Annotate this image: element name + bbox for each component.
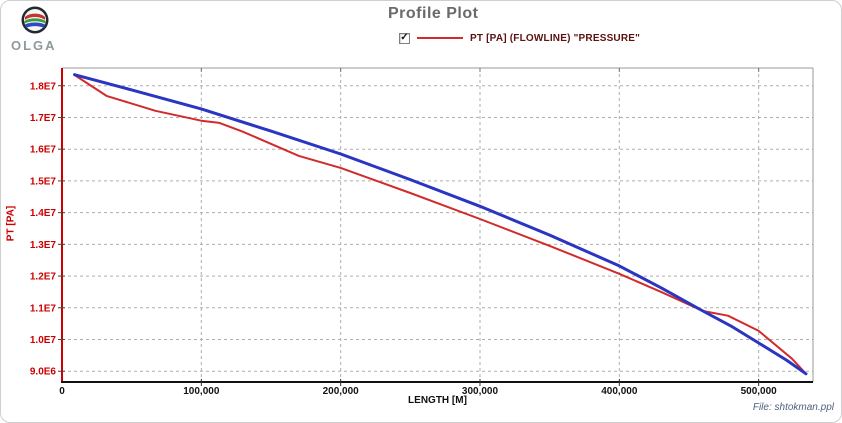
series-line-1 [73,73,808,376]
y-tick-label: 9.0E6 [30,367,57,378]
legend-line-sample [417,37,463,39]
x-tick-label: 300,000 [462,386,499,397]
olga-globe-icon [21,6,49,34]
legend-label: PT [PA] (FLOWLINE) "PRESSURE" [470,32,641,44]
y-tick-label: 1.8E7 [30,81,57,92]
x-tick-label: 500,000 [741,386,778,397]
y-tick-label: 1.6E7 [30,145,57,156]
y-tick-label: 1.3E7 [30,240,57,251]
y-tick-label: 1.5E7 [30,176,57,187]
x-tick-label: 400,000 [601,386,638,397]
y-tick-label: 1.1E7 [30,303,57,314]
series-line-0 [73,74,807,375]
y-tick-label: 1.7E7 [30,113,57,124]
y-tick-label: 1.0E7 [30,335,57,346]
olga-logo: OLGA [11,5,71,53]
x-axis-title: LENGTH [M] [408,395,467,406]
legend-checkbox[interactable]: ✓ [399,32,410,44]
page-title: Profile Plot [388,5,479,22]
x-tick-label: 100,000 [183,386,220,397]
y-tick-label: 1.2E7 [30,272,57,283]
y-tick-label: 1.4E7 [30,208,57,219]
x-tick-label: 0 [59,386,65,397]
file-label: File: shtokman.ppl [752,402,834,413]
checkmark-icon: ✓ [400,32,409,43]
x-tick-label: 200,000 [323,386,360,397]
legend: ✓ PT [PA] (FLOWLINE) "PRESSURE" [399,31,640,45]
olga-logo-text: OLGA [11,38,57,53]
